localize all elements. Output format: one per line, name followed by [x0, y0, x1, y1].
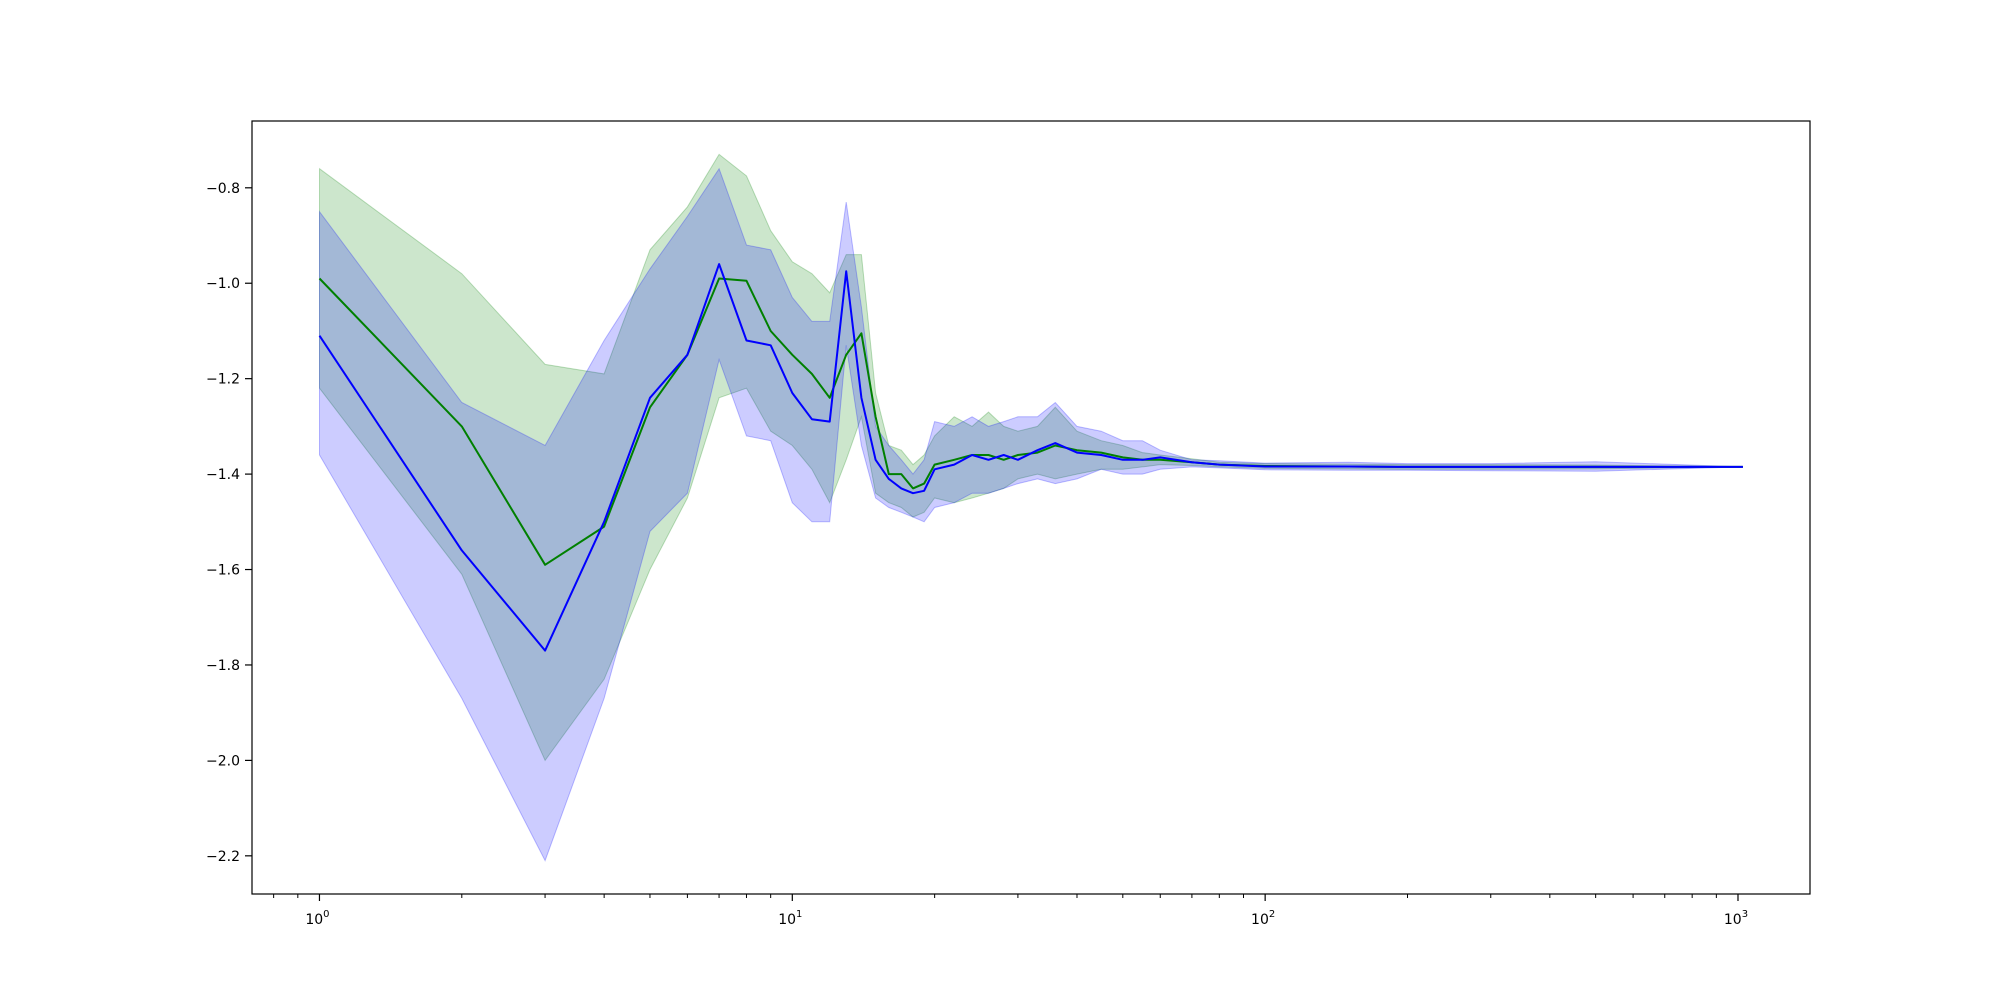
y-tick-label: −2.2 [206, 849, 240, 865]
x-tick-label: 102 [1251, 909, 1275, 928]
y-tick-label: −2.0 [206, 753, 240, 769]
band-blue [319, 167, 1743, 862]
x-axis: 100 101 102 103 [273, 894, 1748, 928]
y-tick-label: −1.0 [206, 276, 240, 292]
y-tick-label: −0.8 [206, 181, 240, 197]
plot-frame [251, 120, 1811, 895]
series-lines [318, 263, 1743, 652]
x-tick-label: 101 [778, 909, 802, 928]
x-tick-label: 103 [1724, 909, 1748, 928]
y-tick-label: −1.6 [206, 563, 240, 579]
y-tick-label: −1.2 [206, 372, 240, 388]
x-tick-label: 100 [305, 909, 329, 928]
y-tick-label: −1.8 [206, 658, 240, 674]
line-blue [318, 263, 1743, 652]
y-tick-label: −1.4 [206, 467, 240, 483]
y-axis: −0.8 −1.0 −1.2 −1.4 −1.6 −1.8 −2.0 −2.2 [206, 181, 252, 865]
